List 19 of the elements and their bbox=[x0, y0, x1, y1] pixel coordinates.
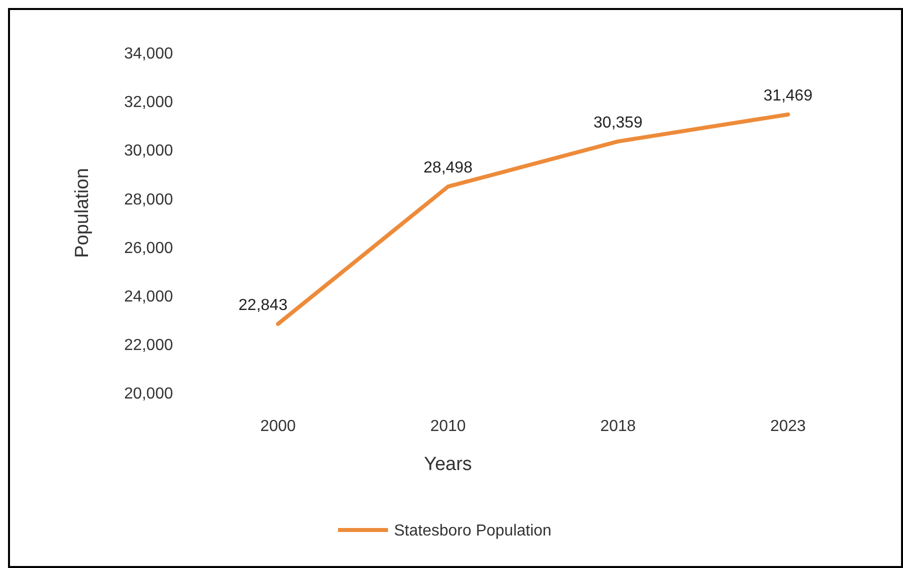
y-tick-label: 34,000 bbox=[124, 46, 174, 63]
y-tick-label: 32,000 bbox=[124, 94, 174, 112]
data-label: 30,359 bbox=[594, 114, 643, 132]
data-label: 31,469 bbox=[764, 87, 813, 104]
legend-label: Statesboro Population bbox=[394, 522, 552, 540]
x-tick-label: 2010 bbox=[430, 418, 466, 435]
data-label: 28,498 bbox=[424, 160, 473, 177]
x-tick-label: 2023 bbox=[770, 418, 806, 435]
x-tick-label: 2000 bbox=[260, 418, 296, 435]
y-tick-label: 30,000 bbox=[124, 142, 174, 160]
y-axis-title: Population bbox=[72, 168, 93, 258]
y-tick-label: 24,000 bbox=[124, 288, 174, 306]
y-tick-label: 20,000 bbox=[124, 386, 174, 403]
data-label: 22,843 bbox=[238, 296, 288, 314]
x-tick-label: 2018 bbox=[600, 418, 636, 435]
y-tick-label: 22,000 bbox=[124, 337, 174, 354]
x-axis-title: Years bbox=[424, 454, 472, 475]
y-tick-label: 26,000 bbox=[124, 240, 174, 257]
y-tick-label: 28,000 bbox=[124, 191, 174, 208]
